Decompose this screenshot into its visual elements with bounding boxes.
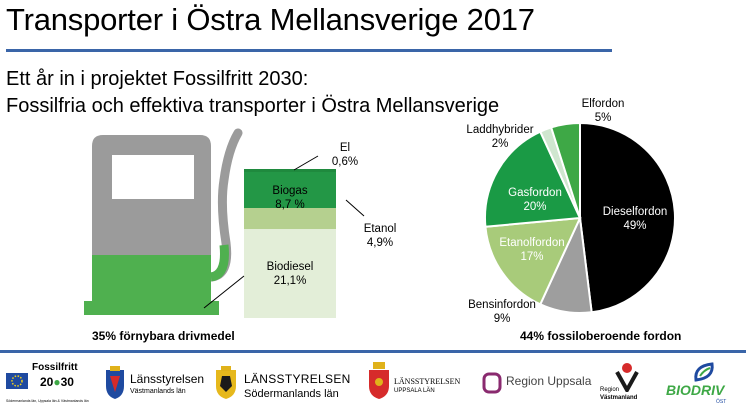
subtitle-line-1: Ett år in i projektet Fossilfritt 2030: [6,68,309,90]
title-divider [6,49,612,52]
etanol-label: Etanol 4,9% [363,223,397,249]
uppsala-crest-icon [369,362,389,399]
el-leader-line [293,155,319,171]
logo-fossilfritt-2030: Fossilfritt 20●30 Södermanlands län, Upp… [6,362,89,403]
logo-biodriv-ost: BIODRIV ÖST [664,362,744,408]
pie-label-bensinfordon: Bensinfordon 9% [468,299,536,325]
pie-slice-gasfordon [484,130,582,228]
fuel-stacked-bar [244,169,336,318]
logo-region-vastmanland: Region Västmanland [596,362,652,408]
pie-label-laddhybrider: Laddhybrider 2% [466,124,534,150]
region-vastmanland-icon [615,363,639,392]
eu-flag-icon [6,373,28,389]
pie-caption: 44% fossiloberoende fordon [520,329,682,343]
pie-label-dieselfordon: Dieselfordon 49% [602,206,668,232]
biodriv-icon [694,362,714,382]
fuel-segment-el [244,169,336,172]
pie-slice-dieselfordon [579,121,676,314]
fuel-segment-biogas [244,171,336,209]
pie-slice-elfordon [549,121,581,219]
logo-region-uppsala: Region Uppsala [482,362,591,408]
page-title: Transporter i Östra Mellansverige 2017 [6,2,535,37]
logo-lansstyrelsen-uppsala: LÄNSSTYRELSEN UPPSALA LÄN [368,362,464,408]
footer-divider [0,350,746,353]
el-label: El 0,6% [331,142,359,168]
biodiesel-label: Biodiesel 21,1% [266,261,314,287]
fuel-segment-etanol [244,208,336,229]
pump-leader-line [203,275,245,309]
logo-lansstyrelsen-sodermanland: LÄNSSTYRELSEN Södermanlands län [214,362,350,408]
etanol-leader-line [345,199,365,217]
fuel-segment-biodiesel [244,228,336,318]
sodermanland-crest-icon [216,366,236,399]
fuel-pump-icon [84,128,243,315]
pie-label-gasfordon: Gasfordon 20% [508,187,562,213]
pie-slice-etanolfordon [484,216,582,306]
biogas-label: Biogas 8,7 % [272,185,308,211]
pie-label-elfordon: Elfordon 5% [581,98,625,124]
fuel-caption: 35% förnybara drivmedel [92,329,235,343]
pie-label-etanolfordon: Etanolfordon 17% [499,237,565,263]
logo-lansstyrelsen-vastmanland: Länsstyrelsen Västmanlands län [104,362,204,408]
vastmanland-crest-icon [106,366,124,399]
vehicle-pie-chart [484,121,676,314]
region-uppsala-icon [482,372,502,394]
subtitle-line-2: Fossilfria och effektiva transporter i Ö… [6,95,500,117]
